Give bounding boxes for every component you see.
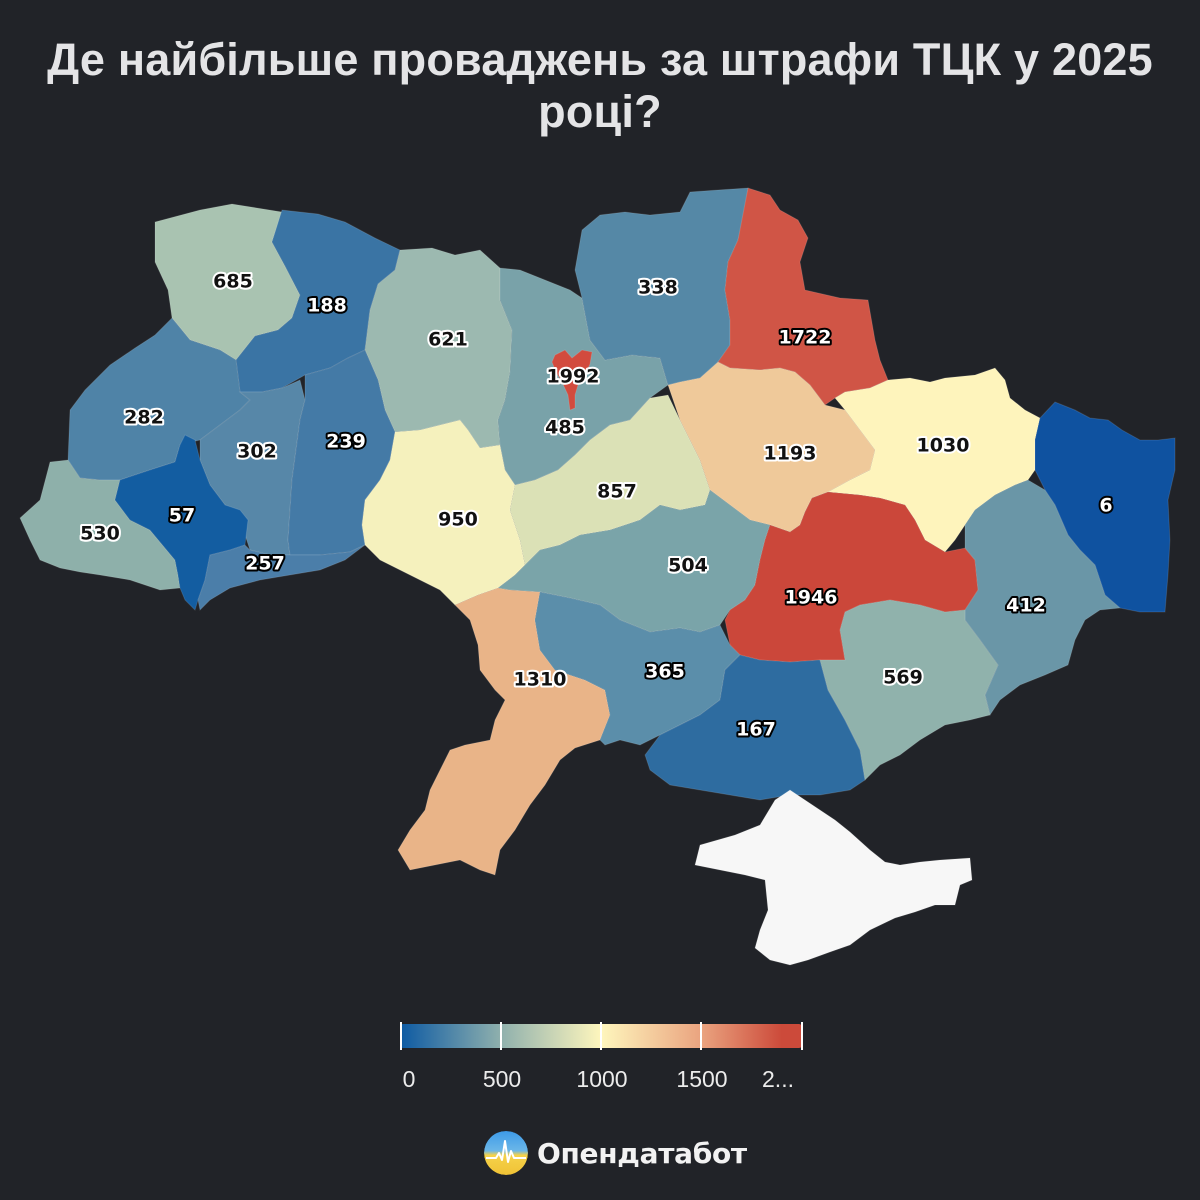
label-dnipropetrovsk: 1946: [785, 587, 838, 609]
page-title: Де найбільше проваджень за штрафи ТЦК у …: [47, 34, 1153, 137]
label-kirovohrad: 504: [668, 555, 708, 577]
label-rivne: 188: [307, 295, 347, 317]
legend-label-500: 500: [482, 1066, 522, 1092]
label-zhytomyr: 621: [428, 329, 468, 351]
label-kyiv-oblast: 485: [545, 417, 585, 439]
region-kyiv-city[interactable]: [551, 349, 593, 411]
label-zakarpattia: 530: [80, 523, 120, 545]
legend-label-0: 0: [402, 1066, 416, 1092]
legend-label-2000: 2...: [762, 1066, 794, 1092]
label-mykolaiv: 365: [645, 661, 685, 683]
color-scale-legend: 0 500 1000 1500 2...: [400, 1022, 804, 1092]
legend-label-1500: 1500: [676, 1066, 728, 1092]
label-ternopil: 302: [237, 441, 277, 463]
label-cherkasy: 857: [597, 481, 637, 503]
label-volyn: 685: [213, 271, 253, 293]
label-sumy: 1722: [779, 327, 832, 349]
label-luhansk: 6: [1099, 495, 1112, 517]
opendatabot-logo-icon: [484, 1131, 528, 1175]
region-crimea: [694, 789, 973, 966]
label-donetsk: 412: [1006, 595, 1046, 617]
legend-tick-1000: [600, 1022, 602, 1050]
legend-tick-500: [500, 1022, 502, 1050]
region-chernivtsi[interactable]: [197, 544, 366, 612]
label-kyiv-city: 1992: [547, 366, 600, 388]
brand-name: Опендатабот: [537, 1136, 747, 1170]
label-zaporizhzhia: 569: [883, 667, 923, 689]
label-kharkiv: 1030: [917, 435, 970, 457]
label-kherson: 167: [736, 719, 776, 741]
label-chernivtsi: 257: [245, 553, 285, 575]
label-khmelnytskyi: 239: [326, 431, 366, 453]
region-zaporizhzhia[interactable]: [819, 599, 999, 782]
label-odesa: 1310: [514, 669, 567, 691]
label-poltava: 1193: [764, 443, 817, 465]
label-ivano-frankivsk: 57: [169, 505, 195, 527]
legend-tick-1500: [700, 1022, 702, 1050]
legend-label-1000: 1000: [576, 1066, 628, 1092]
label-lviv: 282: [124, 407, 164, 429]
legend-tick-2000: [801, 1022, 803, 1050]
brand: Опендатабот: [484, 1131, 747, 1175]
label-chernihiv: 338: [638, 277, 678, 299]
label-vinnytsia: 950: [438, 509, 478, 531]
legend-tick-0: [400, 1022, 402, 1050]
region-kherson[interactable]: [644, 654, 866, 801]
